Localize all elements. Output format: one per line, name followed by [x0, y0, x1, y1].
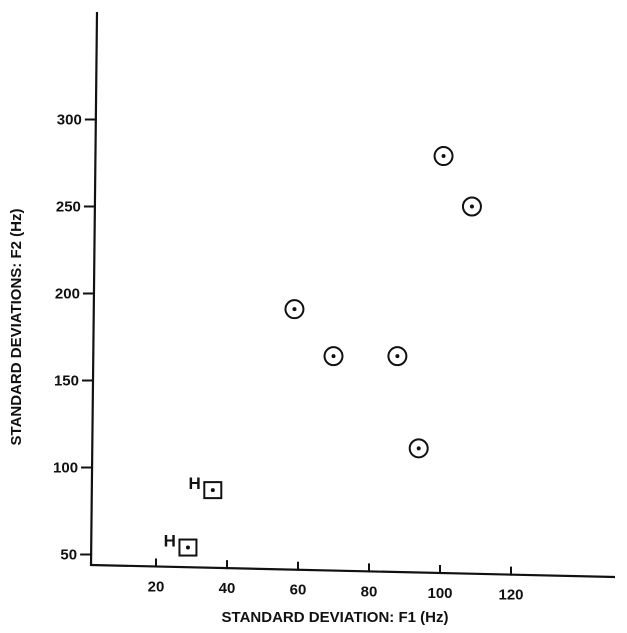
point-label: H — [164, 532, 176, 551]
circle-point — [461, 196, 482, 217]
y-axis-title: STANDARD DEVIATIONS: F2 (Hz) — [8, 209, 25, 446]
x-axis-line — [90, 563, 616, 579]
y-tick-label: 100 — [53, 460, 78, 477]
y-tick-label: 200 — [55, 286, 80, 303]
circle-marker — [461, 196, 482, 217]
square-point: H — [189, 474, 223, 500]
circle-point — [408, 438, 429, 459]
x-tick-label: 60 — [290, 582, 307, 599]
marker-center-dot — [185, 545, 190, 550]
square-marker — [178, 538, 198, 557]
marker-center-dot — [441, 154, 446, 159]
circle-point — [433, 146, 454, 167]
y-tick-label: 150 — [54, 373, 79, 390]
y-tick-label: 50 — [60, 547, 77, 564]
marker-center-dot — [469, 204, 474, 209]
data-points: HH — [164, 146, 482, 557]
square-marker — [203, 481, 223, 500]
square-point: H — [164, 532, 198, 557]
circle-point — [323, 346, 344, 367]
marker-center-dot — [395, 354, 400, 359]
circle-point — [387, 346, 408, 367]
marker-center-dot — [292, 307, 297, 312]
tick-group: 20 40 60 80 100 120 50 100 150 200 250 300 — [53, 112, 523, 604]
circle-marker — [284, 299, 305, 320]
y-tick-label: 250 — [56, 199, 81, 216]
circle-marker — [323, 346, 344, 367]
x-tick-label: 80 — [361, 583, 378, 600]
x-tick-label: 100 — [427, 585, 452, 602]
x-tick-label: 40 — [219, 580, 236, 597]
circle-marker — [433, 146, 454, 167]
x-tick-label: 20 — [148, 578, 165, 595]
circle-marker — [387, 346, 408, 367]
y-axis-line — [89, 11, 99, 567]
circle-marker — [408, 438, 429, 459]
x-axis-title: STANDARD DEVIATION: F1 (Hz) — [222, 609, 449, 626]
point-label: H — [189, 474, 201, 493]
circle-point — [284, 299, 305, 320]
marker-center-dot — [416, 446, 421, 451]
x-tick-label: 120 — [498, 587, 523, 604]
marker-center-dot — [210, 488, 215, 493]
marker-center-dot — [331, 354, 336, 359]
y-tick-label: 300 — [57, 112, 82, 129]
